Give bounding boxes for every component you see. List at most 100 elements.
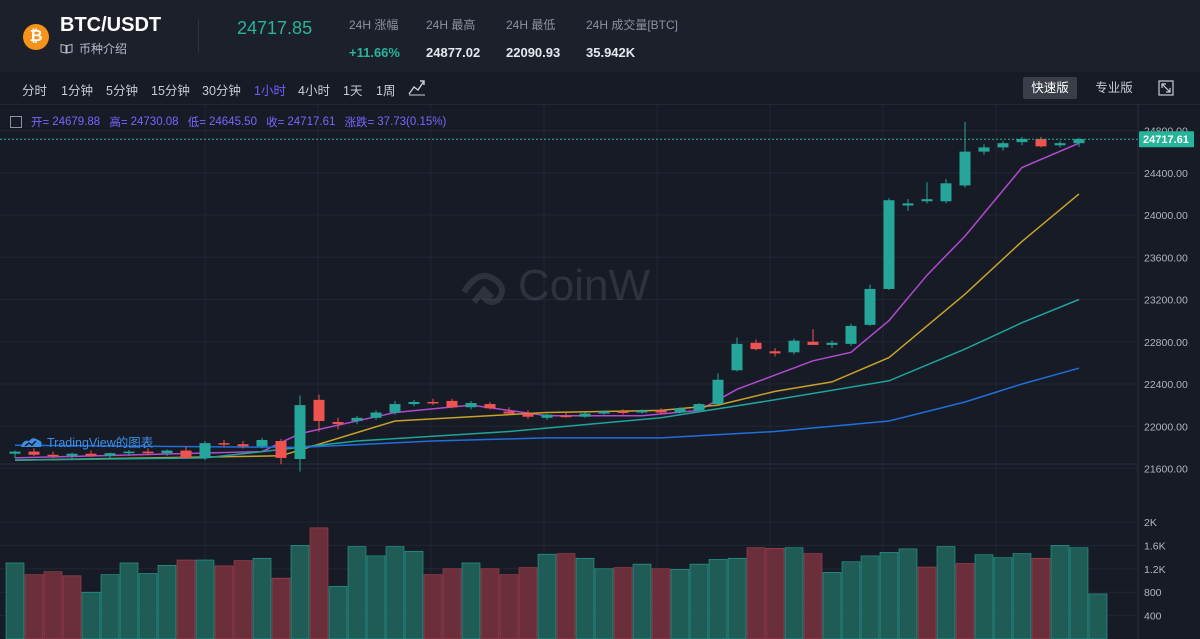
stat-value: +11.66% — [349, 45, 400, 60]
volume-bar — [62, 575, 82, 639]
stat-label: 24H 最低 — [506, 18, 556, 32]
ohlc-legend: 开= 24679.88 高= 24730.08 低= 24645.50 收= 24717… — [10, 114, 446, 130]
candle-body — [1054, 143, 1066, 146]
timeframe-tab[interactable]: 1天 — [343, 84, 363, 98]
low-label: 低= — [187, 117, 206, 129]
timeframe-tab[interactable]: 30分钟 — [202, 84, 241, 98]
price-chart[interactable]: CoinW 21600.00 22000.00 22400.00 22800.00 23… — [0, 104, 1200, 639]
stat-value: 22090.93 — [506, 45, 561, 60]
volume-bar — [822, 572, 842, 639]
timeframe-tab-active[interactable]: 1小时 — [254, 84, 286, 98]
coin-intro-link[interactable]: 币种介绍 — [60, 40, 127, 57]
volume-bar — [936, 546, 956, 639]
volume-bar — [43, 571, 63, 639]
candle-body — [370, 412, 382, 418]
ma-line-ma99 — [14, 367, 1080, 449]
volume-bar — [81, 591, 101, 639]
timeframe-tab[interactable]: 15分钟 — [151, 84, 190, 98]
candle-body — [275, 441, 287, 458]
price-axis: 21600.00 22000.00 22400.00 22800.00 23200.00… — [1144, 126, 1188, 476]
candle-body — [617, 411, 629, 413]
price-tick-label: 22000.00 — [1144, 421, 1188, 433]
volume-bar — [5, 562, 25, 639]
pair-title[interactable]: BTC/USDT — [60, 14, 162, 36]
volume-bar — [252, 557, 272, 639]
price-tick-label: 22800.00 — [1144, 337, 1188, 349]
candle-body — [313, 399, 325, 421]
volume-bar — [746, 547, 766, 639]
volume-bar — [347, 546, 367, 639]
volume-bar — [404, 550, 424, 639]
volume-tick-label: 1.6K — [1144, 540, 1166, 552]
volume-bar — [233, 560, 253, 639]
volume-bar — [727, 557, 747, 639]
candle-body — [237, 444, 249, 447]
volume-bar — [385, 546, 405, 639]
candle-body — [807, 341, 819, 345]
candle-body — [9, 451, 21, 454]
candle-body — [978, 147, 990, 152]
volume-bar — [556, 553, 576, 639]
volume-bar — [613, 567, 633, 639]
volume-bar — [784, 547, 804, 639]
volume-bars — [5, 527, 1108, 639]
price-tick-label: 22400.00 — [1144, 379, 1188, 391]
candle-body — [1016, 138, 1028, 143]
volume-bar — [993, 557, 1013, 639]
candle-body — [769, 351, 781, 354]
volume-bar — [271, 577, 291, 639]
volume-bar — [214, 565, 234, 639]
open-value: 24679.88 — [52, 116, 101, 128]
volume-bar — [480, 568, 500, 639]
candle-body — [883, 200, 895, 289]
candle-body — [161, 450, 173, 454]
candle-body — [47, 454, 59, 457]
candle-body — [940, 183, 952, 202]
candle-body — [541, 414, 553, 418]
header-divider — [198, 20, 199, 52]
volume-bar — [100, 574, 120, 639]
price-tick-label: 24400.00 — [1144, 168, 1188, 180]
watermark-text: CoinW — [518, 261, 650, 310]
candle-body — [845, 325, 857, 344]
legend-toggle-icon[interactable] — [10, 116, 22, 128]
volume-bar — [1031, 557, 1051, 639]
volume-bar — [423, 574, 443, 639]
volume-bar — [138, 573, 158, 639]
candle-body — [959, 151, 971, 186]
volume-bar — [518, 567, 538, 639]
candle-body — [465, 403, 477, 408]
coin-intro-label: 币种介绍 — [79, 42, 128, 56]
volume-bar — [670, 569, 690, 639]
volume-bar — [917, 566, 937, 639]
volume-bar — [898, 548, 918, 639]
candle-body — [408, 401, 420, 405]
pro-version-button[interactable]: 专业版 — [1095, 81, 1133, 95]
timeframe-tab[interactable]: 1周 — [376, 84, 396, 98]
timeframe-tab[interactable]: 分时 — [22, 84, 48, 98]
price-tick-label: 24000.00 — [1144, 210, 1188, 222]
candle-body — [864, 288, 876, 325]
stat-low: 24H 最低 22090.93 — [506, 16, 560, 60]
candle-body — [85, 453, 97, 456]
fast-version-button[interactable]: 快速版 — [1023, 77, 1077, 99]
ma-line-ma25 — [14, 193, 1080, 461]
volume-bar — [195, 559, 215, 639]
timeframe-tab[interactable]: 1分钟 — [61, 84, 93, 98]
volume-bar — [290, 545, 310, 639]
indicators-icon[interactable] — [408, 78, 426, 96]
volume-bar — [1050, 545, 1070, 639]
volume-tick-label: 1.2K — [1144, 564, 1166, 576]
current-price-tag: 24717.61 — [1139, 131, 1194, 148]
volume-bar — [157, 564, 177, 639]
volume-bar — [1012, 553, 1032, 639]
candle-body — [199, 443, 211, 458]
high-value: 24730.08 — [130, 116, 179, 128]
change-label: 涨跌= — [344, 117, 375, 129]
fullscreen-icon[interactable] — [1158, 80, 1174, 96]
timeframe-tab[interactable]: 4小时 — [298, 84, 330, 98]
volume-bar — [1069, 547, 1089, 639]
candle-body — [256, 439, 268, 447]
timeframe-tab[interactable]: 5分钟 — [106, 84, 138, 98]
tradingview-link[interactable]: TradingView的图表 — [19, 432, 153, 451]
